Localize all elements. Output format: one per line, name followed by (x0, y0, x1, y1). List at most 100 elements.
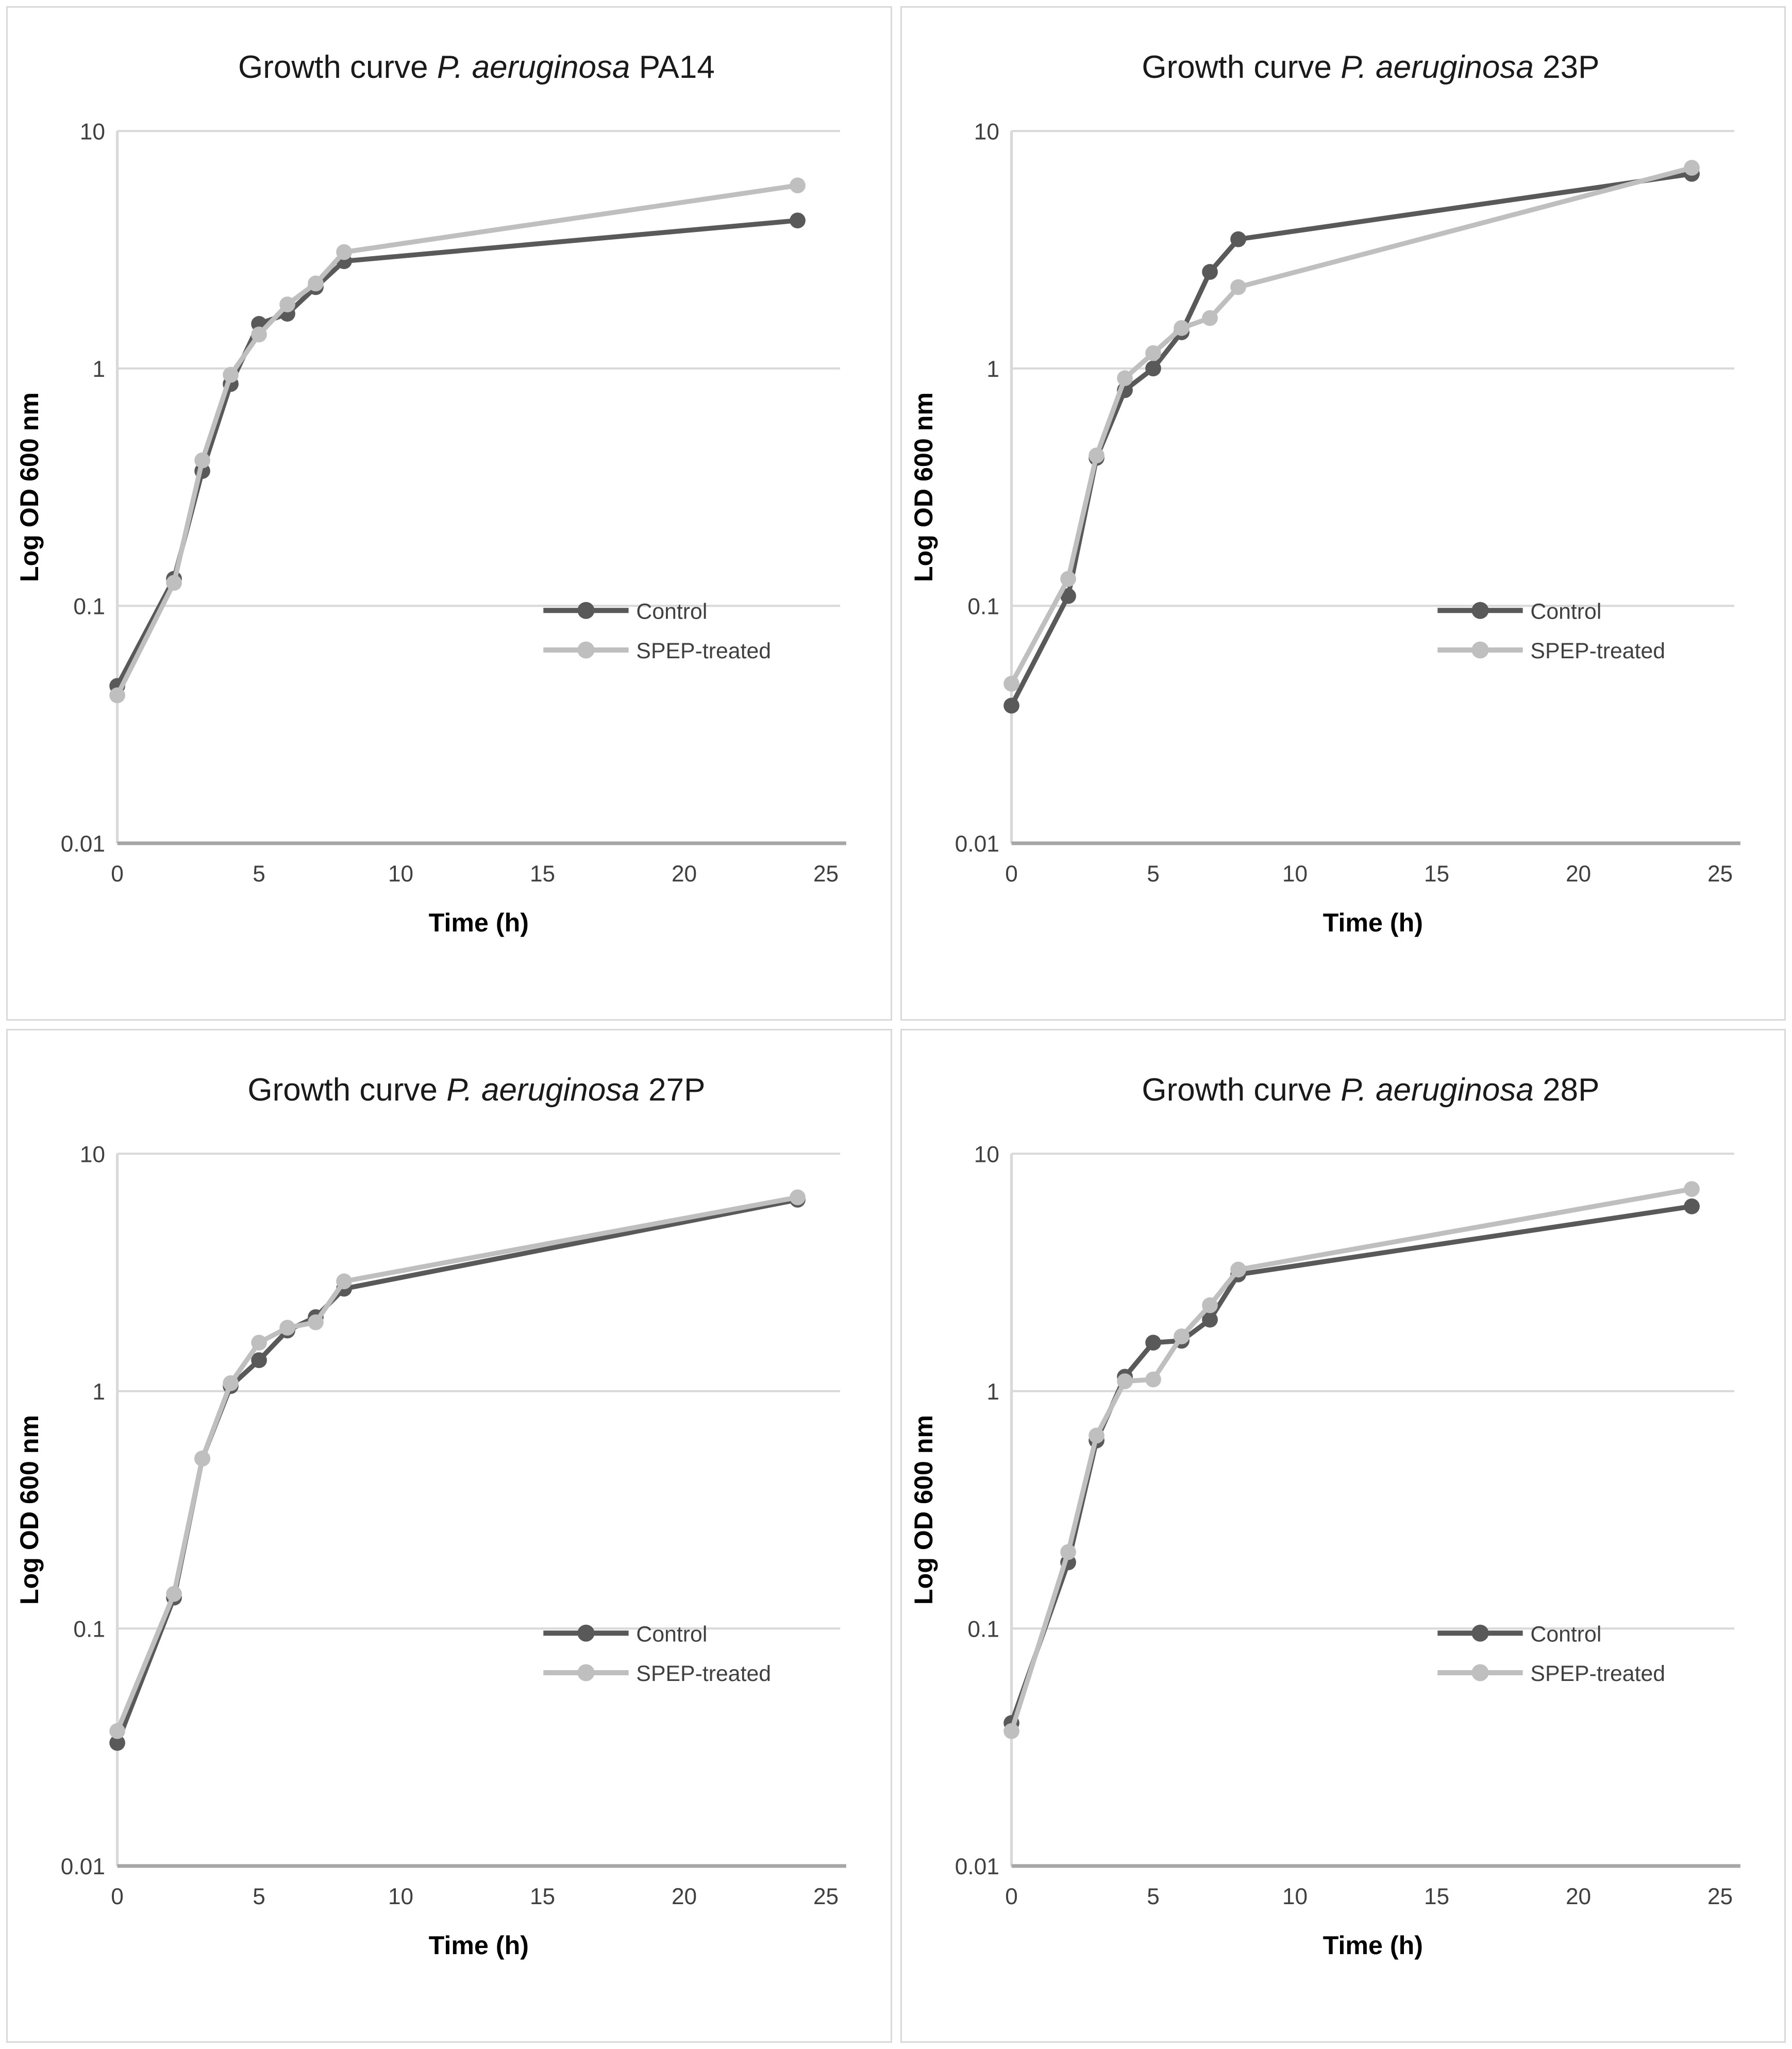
y-tick-label: 0.01 (61, 1854, 105, 1879)
data-point-control (1145, 1334, 1161, 1351)
y-axis-title: Log OD 600 nm (15, 392, 44, 582)
x-tick-label: 25 (1707, 1884, 1732, 1909)
growth-chart-pa14: Growth curve P. aeruginosa PA14 10 1 0.1 0.0… (8, 8, 891, 1015)
data-point-control (1145, 360, 1161, 377)
x-tick-label: 10 (388, 1884, 413, 1909)
chart-svg: Growth curve P. aeruginosa PA14 10 1 0.1 0.0… (15, 49, 846, 937)
y-tick-label: 0.1 (967, 594, 999, 620)
data-point-spep-treated (194, 452, 210, 469)
data-point-control (109, 1735, 125, 1751)
y-tick-label: 10 (974, 119, 999, 144)
chart-panel-pa14: Growth curve P. aeruginosa PA14 10 1 0.1 0.0… (6, 6, 892, 1021)
x-tick-label: 20 (672, 1884, 697, 1909)
data-point-spep-treated (1060, 571, 1076, 587)
x-tick-label: 5 (253, 1884, 265, 1909)
chart-title: Growth curve P. aeruginosa PA14 (238, 49, 715, 85)
data-point-spep-treated (109, 687, 125, 704)
legend-marker-icon (577, 1624, 595, 1642)
x-axis-title: Time (h) (1322, 908, 1422, 937)
data-point-spep-treated (1088, 1427, 1104, 1443)
series-line-control (1009, 171, 1692, 707)
y-axis-title: Log OD 600 nm (909, 1415, 938, 1605)
legend-marker-icon (1471, 1624, 1489, 1642)
x-tick-label: 25 (813, 1884, 839, 1909)
data-point-spep-treated (279, 1319, 295, 1336)
data-point-spep-treated (1683, 160, 1700, 176)
data-point-spep-treated (1003, 1723, 1019, 1739)
x-tick-label: 15 (1423, 861, 1449, 887)
data-point-spep-treated (223, 1375, 239, 1391)
data-point-spep-treated (223, 367, 239, 383)
data-point-spep-treated (1088, 447, 1104, 463)
data-point-spep-treated (790, 1189, 806, 1205)
growth-chart-23p: Growth curve P. aeruginosa 23P 10 1 0.1 0.01… (902, 8, 1785, 1015)
x-tick-label: 5 (253, 861, 265, 887)
data-point-spep-treated (1230, 1261, 1246, 1277)
y-tick-label: 10 (974, 1142, 999, 1167)
legend-marker-icon (1471, 1663, 1489, 1681)
series-line-spep-treated (115, 1194, 798, 1732)
data-point-spep-treated (1230, 279, 1246, 295)
legend-marker-icon (577, 641, 595, 659)
x-tick-label: 10 (388, 861, 413, 887)
data-point-spep-treated (1201, 1297, 1218, 1313)
legend-label: Control (636, 599, 707, 624)
data-point-spep-treated (1173, 320, 1190, 336)
x-axis-title: Time (h) (429, 908, 529, 937)
data-point-spep-treated (1116, 370, 1133, 386)
data-point-spep-treated (194, 1450, 210, 1467)
y-tick-label: 1 (92, 1379, 105, 1405)
x-tick-label: 5 (1147, 861, 1160, 887)
series-line-spep-treated (1009, 1186, 1692, 1732)
y-axis-title: Log OD 600 nm (15, 1415, 44, 1605)
data-point-spep-treated (166, 1586, 182, 1602)
chart-svg: Growth curve P. aeruginosa 27P 10 1 0.1 0.01… (15, 1072, 846, 1960)
x-tick-label: 0 (111, 861, 124, 887)
y-tick-label: 10 (80, 1142, 105, 1167)
chart-svg: Growth curve P. aeruginosa 23P 10 1 0.1 0.01… (909, 49, 1740, 937)
data-point-spep-treated (166, 575, 182, 591)
legend-label: Control (636, 1622, 707, 1646)
x-axis-title: Time (h) (1322, 1931, 1422, 1960)
chart-panel-23p: Growth curve P. aeruginosa 23P 10 1 0.1 0.01… (900, 6, 1786, 1021)
data-point-spep-treated (1201, 310, 1218, 326)
data-point-spep-treated (1060, 1544, 1076, 1560)
y-tick-label: 10 (80, 119, 105, 144)
y-tick-label: 1 (92, 357, 105, 382)
data-point-control (790, 212, 806, 229)
legend-label: SPEP-treated (1530, 1661, 1665, 1686)
x-tick-label: 20 (1565, 861, 1590, 887)
legend-label: Control (1530, 599, 1601, 624)
chart-title: Growth curve P. aeruginosa 28P (1142, 1072, 1599, 1107)
chart-panel-27p: Growth curve P. aeruginosa 27P 10 1 0.1 0.01… (6, 1028, 892, 2043)
data-point-spep-treated (279, 296, 295, 312)
legend-marker-icon (1471, 602, 1489, 619)
data-point-spep-treated (1683, 1180, 1700, 1197)
x-tick-label: 0 (111, 1884, 124, 1909)
data-point-spep-treated (1116, 1373, 1133, 1389)
y-tick-label: 0.1 (73, 1617, 105, 1642)
data-point-spep-treated (790, 177, 806, 194)
y-tick-label: 0.01 (954, 831, 999, 857)
x-axis-title: Time (h) (429, 1931, 529, 1960)
data-point-spep-treated (251, 1334, 267, 1351)
data-point-control (251, 1352, 267, 1368)
data-point-spep-treated (336, 244, 352, 260)
chart-grid: Growth curve P. aeruginosa PA14 10 1 0.1 0.0… (6, 6, 1786, 2043)
chart-panel-28p: Growth curve P. aeruginosa 28P 10 1 0.1 0.01… (900, 1028, 1786, 2043)
legend-marker-icon (1471, 641, 1489, 659)
x-tick-label: 20 (1565, 1884, 1590, 1909)
legend-label: SPEP-treated (636, 639, 771, 663)
chart-title: Growth curve P. aeruginosa 27P (247, 1072, 705, 1107)
x-tick-label: 25 (813, 861, 839, 887)
legend-label: Control (1530, 1622, 1601, 1646)
data-point-control (1683, 1198, 1700, 1214)
x-tick-label: 15 (530, 1884, 555, 1909)
x-tick-label: 5 (1147, 1884, 1160, 1909)
data-point-spep-treated (1145, 1371, 1161, 1387)
x-tick-label: 10 (1282, 861, 1307, 887)
data-point-spep-treated (308, 1314, 324, 1330)
x-tick-label: 20 (672, 861, 697, 887)
x-tick-label: 10 (1282, 1884, 1307, 1909)
data-point-control (1230, 231, 1246, 247)
